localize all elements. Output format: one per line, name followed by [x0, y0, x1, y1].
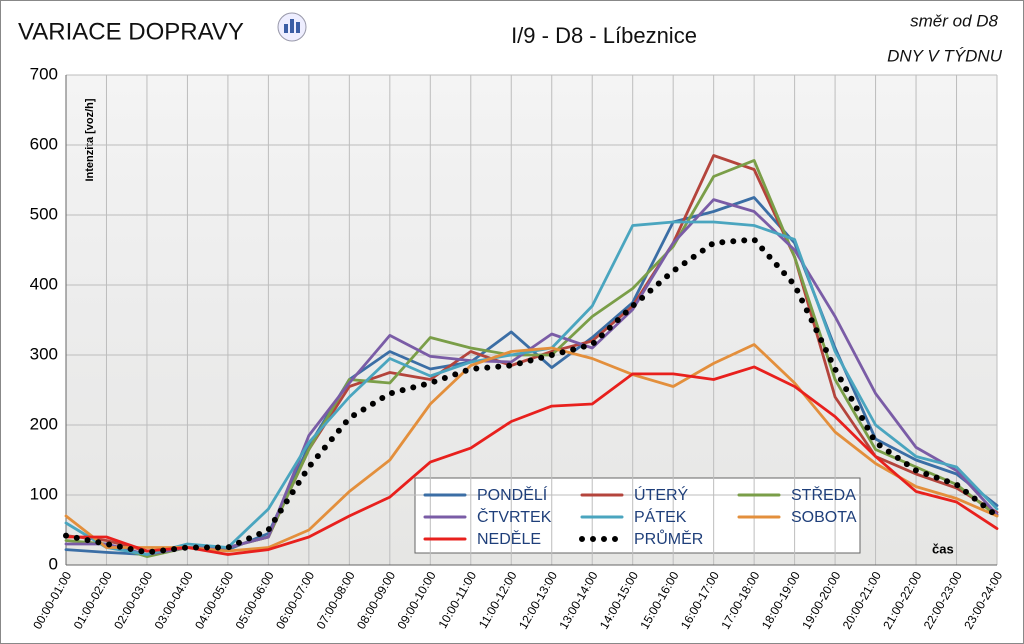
y-tick-label: 500 [30, 204, 58, 223]
legend-label: STŘEDA [791, 485, 856, 504]
y-tick-label: 0 [49, 554, 58, 573]
chart-subtitle: I/9 - D8 - Líbeznice [511, 23, 697, 48]
y-tick-label: 400 [30, 274, 58, 293]
series-line [64, 343, 999, 553]
y-tick-label: 200 [30, 414, 58, 433]
direction: směr od D8 [910, 11, 998, 30]
legend [414, 477, 861, 554]
x-axis-label: čas [932, 541, 954, 556]
legend-label: PÁTEK [634, 507, 687, 526]
legend-label: PONDĚLÍ [477, 485, 548, 504]
series-line [64, 220, 999, 556]
y-tick-label: 300 [30, 344, 58, 363]
y-axis-label: Intenzita [voz/h] [84, 98, 96, 181]
chart-title: VARIACE DOPRAVY [18, 18, 244, 45]
legend-label: ÚTERÝ [634, 485, 689, 504]
note: DNY V TÝDNU [887, 46, 1003, 65]
legend-label: ČTVRTEK [477, 507, 552, 526]
legend-label: PRŮMĚR [634, 529, 703, 548]
y-tick-label: 600 [30, 134, 58, 153]
y-tick-label: 100 [30, 484, 58, 503]
series-line [64, 365, 999, 556]
series-line [63, 236, 1000, 556]
legend-label: SOBOTA [791, 509, 857, 526]
icon [277, 12, 307, 42]
legend-label: NEDĚLE [477, 529, 541, 548]
y-tick-label: 700 [30, 64, 58, 83]
